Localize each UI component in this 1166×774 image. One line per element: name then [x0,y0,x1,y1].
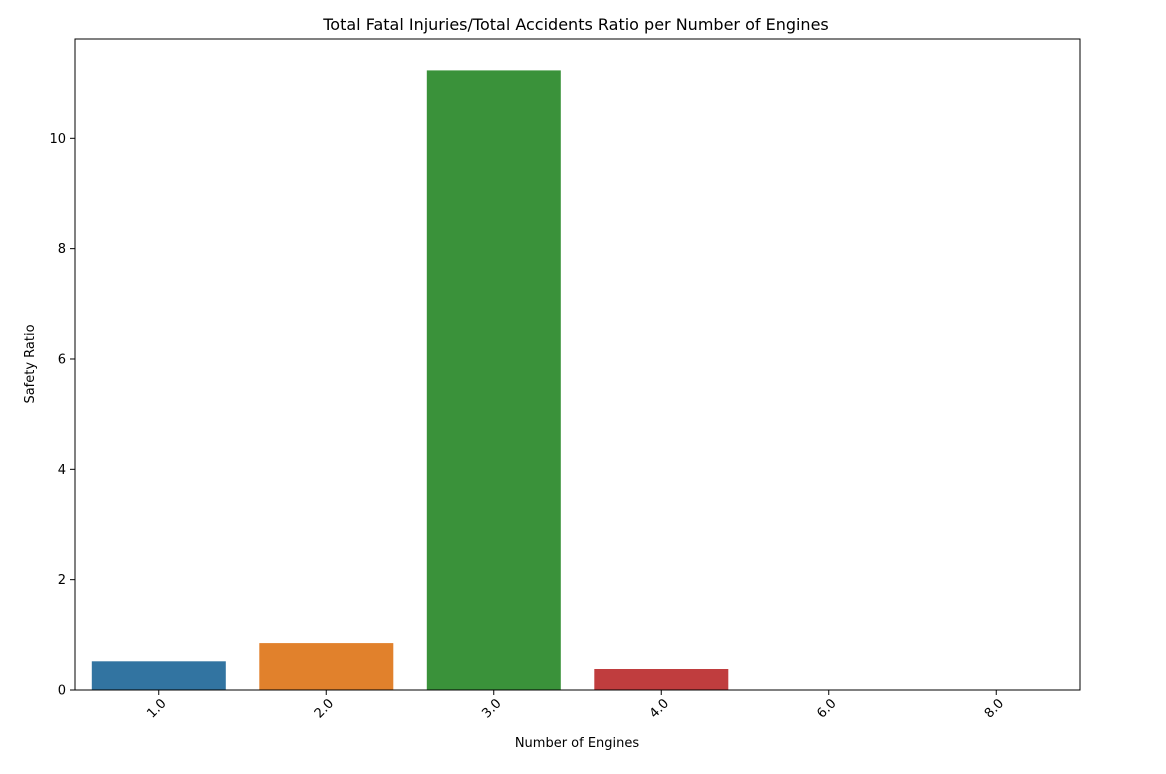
bar-3.0 [426,70,561,690]
y-tick-label: 6 [58,352,66,367]
y-axis-ticks: 0 2 4 6 8 10 [49,132,75,699]
x-tick-label: 4.0 [647,696,672,721]
x-axis-ticks: 1.0 2.0 3.0 4.0 6.0 8.0 [144,690,1007,721]
x-axis-label: Number of Engines [515,736,640,751]
x-tick-label: 8.0 [982,696,1007,721]
y-tick-label: 4 [58,463,66,478]
y-tick-label: 0 [58,684,66,699]
bar-1.0 [91,661,226,690]
chart-title: Total Fatal Injuries/Total Accidents Rat… [322,15,829,34]
y-tick-label: 10 [49,132,66,147]
y-tick-label: 2 [58,573,66,588]
x-tick-label: 2.0 [312,696,337,721]
plot-frame [74,38,1081,691]
x-tick-label: 1.0 [144,696,169,721]
bar-2.0 [259,643,394,690]
bars [91,70,729,690]
y-axis-label: Safety Ratio [23,324,38,403]
x-tick-label: 6.0 [814,696,839,721]
y-tick-label: 8 [58,242,66,257]
x-tick-label: 3.0 [479,696,504,721]
bar-4.0 [594,669,729,690]
